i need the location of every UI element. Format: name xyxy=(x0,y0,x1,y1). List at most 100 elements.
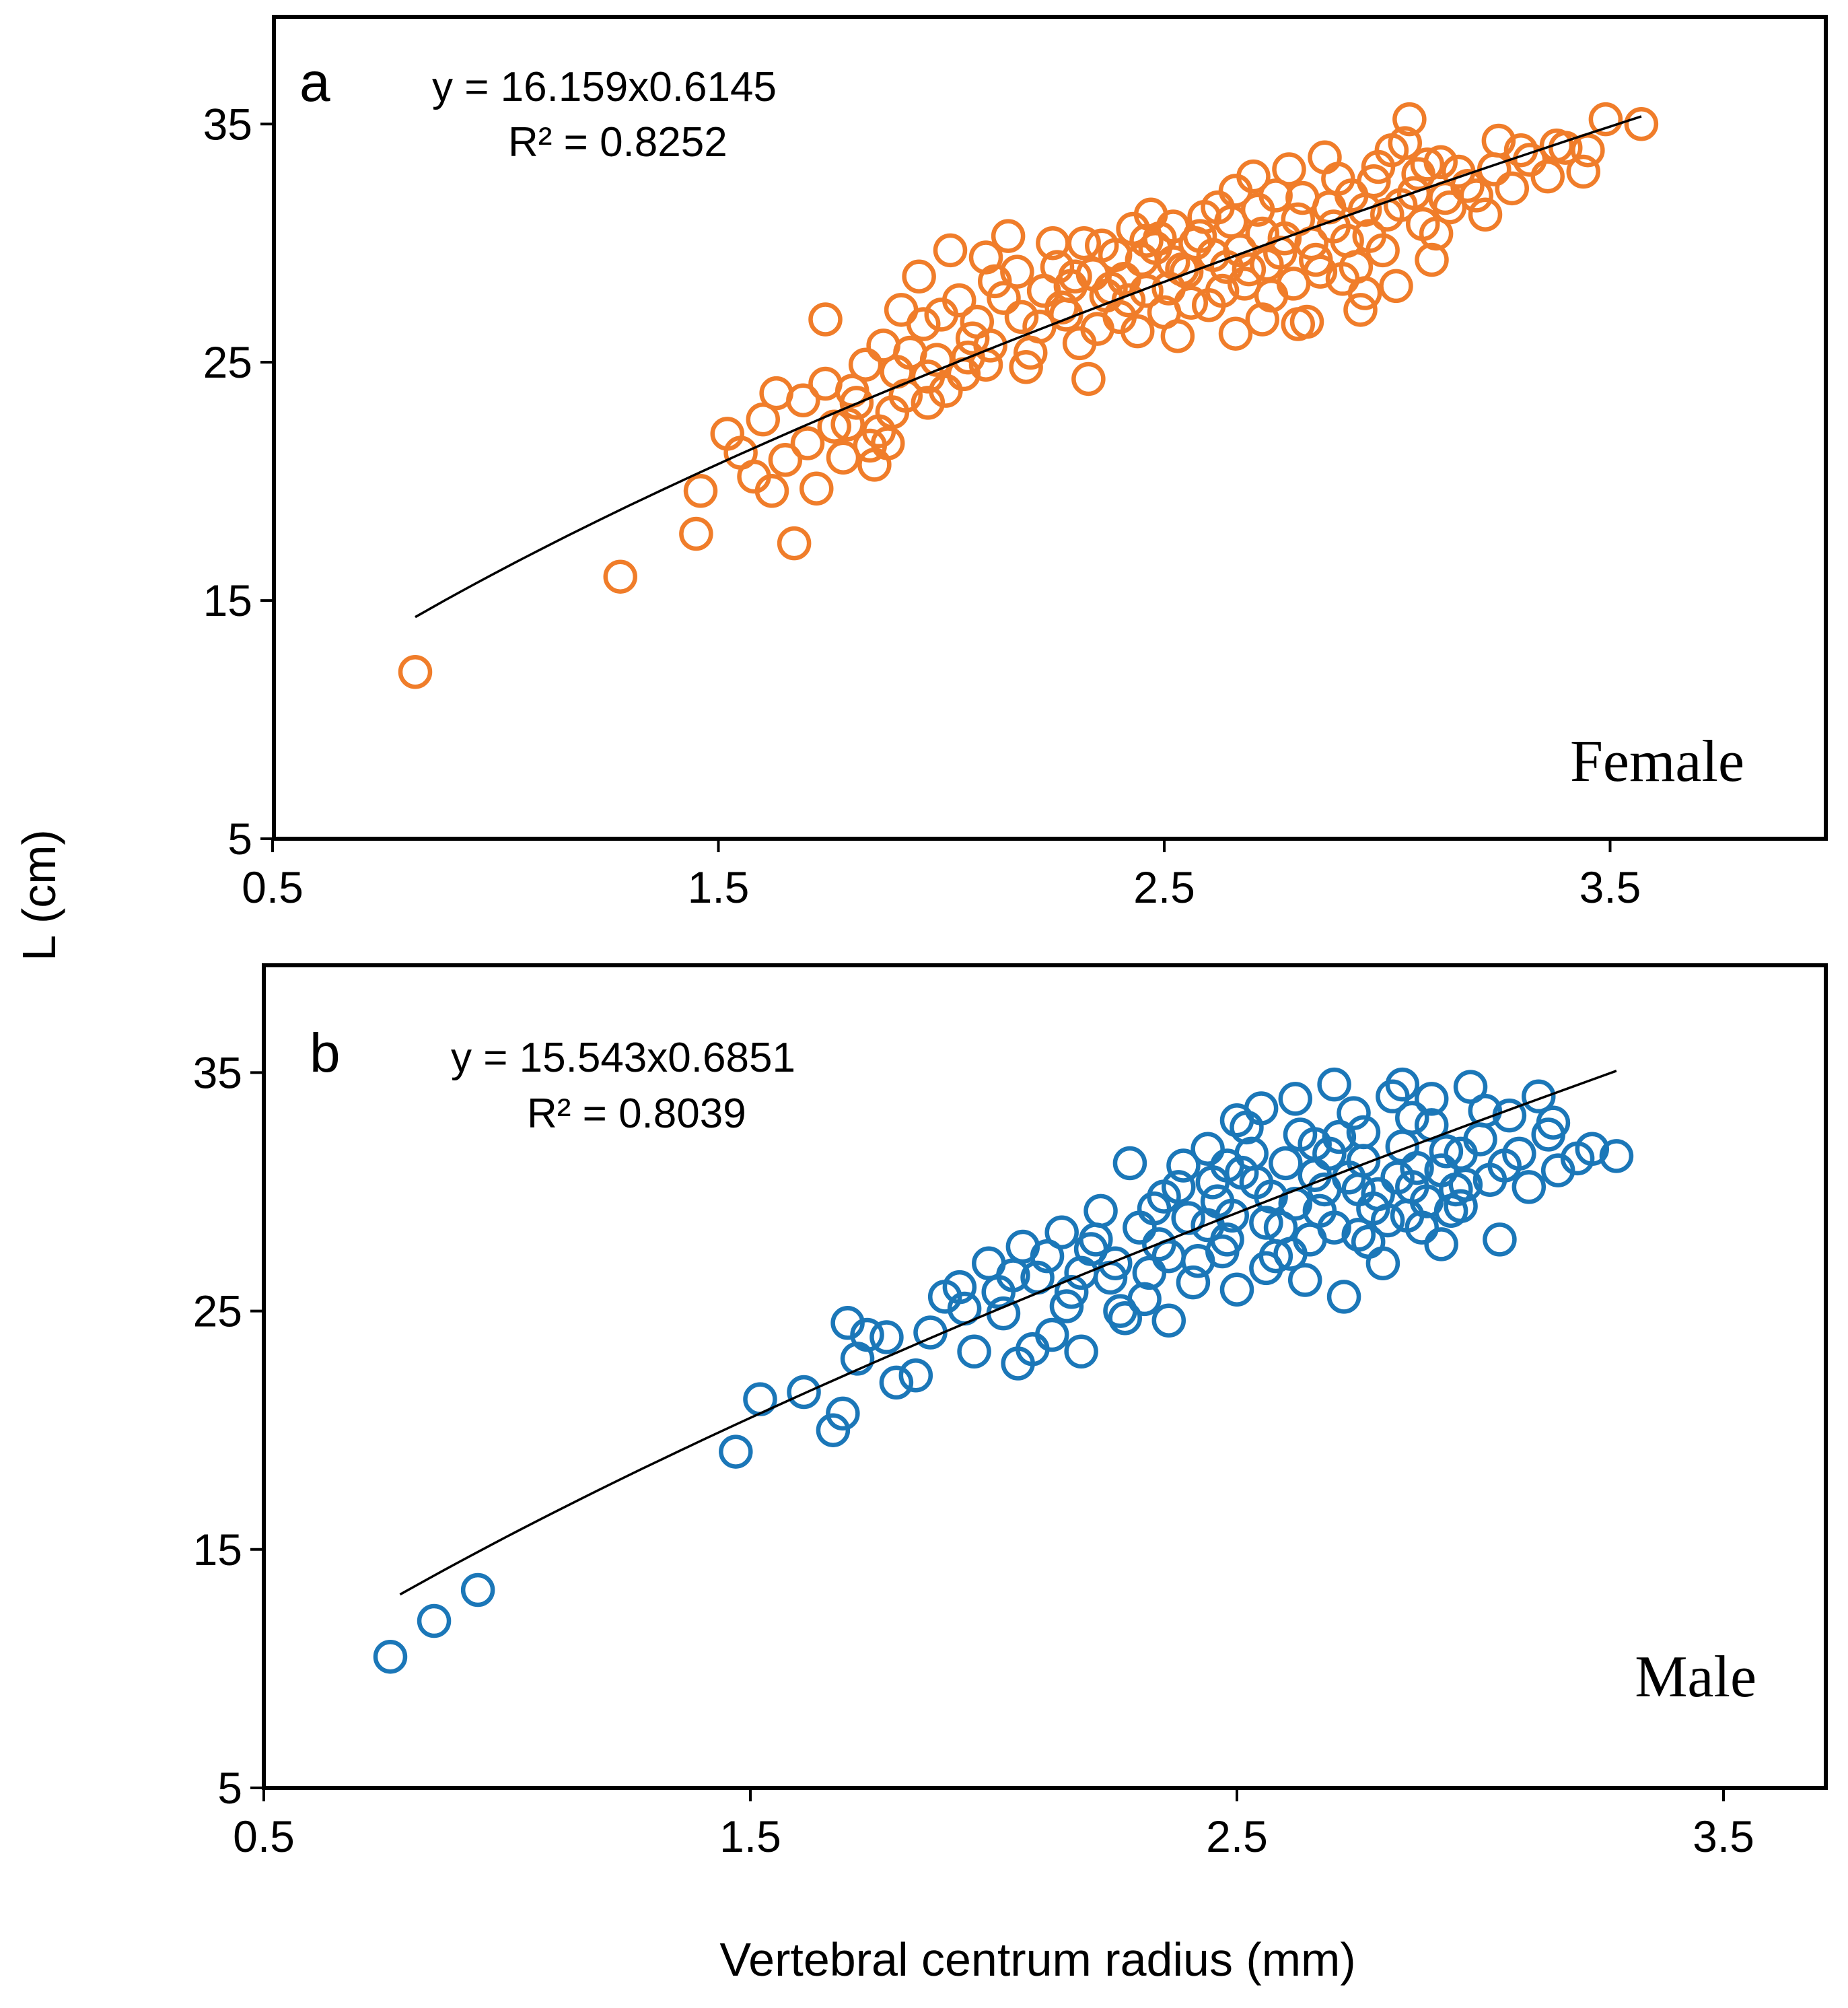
panel-a-data-point xyxy=(1129,273,1164,308)
panel-a-fit-line xyxy=(415,115,1642,619)
panel-b-data-point xyxy=(1151,1239,1186,1274)
panel-a-data-point xyxy=(1539,128,1574,163)
panel-a-data-point xyxy=(1187,200,1221,234)
panel-b-data-point xyxy=(1083,1193,1118,1228)
panel-b-data-point xyxy=(1064,1255,1098,1290)
panel-a-data-point xyxy=(1258,178,1293,213)
panel-b-data-point xyxy=(816,1413,851,1447)
panel-b-data-point xyxy=(826,1396,860,1431)
panel-a-data-point xyxy=(603,559,637,594)
panel-a-data-point xyxy=(1343,293,1378,327)
panel-b-data-point xyxy=(1166,1148,1201,1183)
panel-a-data-point xyxy=(853,428,887,463)
panel-a-x-tick-label: 2.5 xyxy=(1133,862,1195,912)
panel-b-x-ticks: 0.5 1.5 2.5 3.5 xyxy=(233,1788,1754,1861)
panel-a-data-point xyxy=(1232,252,1267,287)
panel-b-data-point xyxy=(1278,1082,1313,1116)
x-axis-label: Vertebral centrum radius (mm) xyxy=(719,1933,1355,1986)
panel-b-data-point xyxy=(1283,1117,1318,1152)
panel-b-data-point xyxy=(1190,1208,1225,1243)
panel-a-data-point xyxy=(1071,361,1106,396)
panel-a-data-point xyxy=(1365,233,1400,268)
panel-b-data-point xyxy=(1487,1148,1522,1183)
panel-a-data-point xyxy=(683,474,718,508)
panel-a-data-point xyxy=(1009,350,1043,384)
panel-a-equation: y = 16.159x0.6145 xyxy=(432,64,777,110)
panel-a-r-squared: R² = 0.8252 xyxy=(508,119,727,166)
panel-a-data-point xyxy=(1401,157,1435,191)
panel-a-data-point xyxy=(777,526,812,561)
panel-b-data-point xyxy=(1341,1172,1376,1207)
panel-a-x-ticks: 0.5 1.5 2.5 3.5 xyxy=(242,839,1641,912)
panel-b-data-point xyxy=(1536,1105,1571,1140)
panel-b-data-point xyxy=(1317,1067,1351,1102)
panel-a-data-point xyxy=(1218,316,1253,351)
panel-b-data-point xyxy=(1287,1263,1322,1297)
panel-b-data-point xyxy=(879,1365,914,1400)
panel-b-data-point xyxy=(1468,1093,1502,1128)
panel-b-data-point xyxy=(942,1270,977,1305)
panel-b-data-point xyxy=(1219,1103,1254,1138)
panel-b-data-point xyxy=(1079,1222,1113,1257)
y-axis-label: L (cm) xyxy=(13,829,65,961)
panel-b-data-point xyxy=(1599,1139,1634,1173)
panel-b-data-point xyxy=(1108,1301,1142,1336)
panel-a-data-point xyxy=(951,340,985,375)
panel-b-r-squared: R² = 0.8039 xyxy=(527,1090,746,1137)
panel-a-data-point xyxy=(1571,133,1605,168)
panel-b-x-tick-label: 3.5 xyxy=(1693,1811,1754,1861)
panel-a-points xyxy=(398,102,1659,689)
panel-a-data-point xyxy=(1174,285,1208,320)
panel-a-data-point xyxy=(1374,133,1409,168)
panel-b-points xyxy=(373,1067,1634,1674)
panel-a-data-point xyxy=(1272,152,1306,186)
panel-a-data-point xyxy=(1223,233,1257,268)
panel-a-data-point xyxy=(1383,188,1418,222)
panel-a-data-point xyxy=(857,448,892,482)
panel-a-data-point xyxy=(398,655,433,689)
panel-b-data-point xyxy=(869,1320,904,1354)
panel-a-data-point xyxy=(1218,174,1253,208)
panel-a-data-point xyxy=(1080,312,1114,346)
panel-a-data-point xyxy=(786,383,820,418)
panel-a-data-point xyxy=(848,347,883,382)
panel-b-data-point xyxy=(1322,1119,1357,1154)
panel-a-data-point xyxy=(679,516,713,551)
panel-a-data-point xyxy=(830,407,865,442)
panel-a-data-point xyxy=(1392,102,1427,137)
panel-a-data-point xyxy=(1321,162,1355,196)
panel-b-x-tick-label: 0.5 xyxy=(233,1811,295,1861)
panel-a-data-point xyxy=(1379,269,1413,304)
panel-b-data-point xyxy=(1249,1206,1283,1240)
panel-b-data-point xyxy=(1127,1282,1162,1317)
panel-b-data-point xyxy=(1385,1067,1420,1102)
panel-a-x-tick-label: 3.5 xyxy=(1579,862,1641,912)
panel-b-data-point xyxy=(1326,1280,1361,1314)
panel-a-data-point xyxy=(1468,197,1503,232)
panel-a-y-tick-label: 15 xyxy=(203,576,252,625)
panel-a-data-point xyxy=(924,298,958,332)
panel-b-data-point xyxy=(1453,1070,1488,1104)
panel-a-data-point xyxy=(1308,140,1342,175)
panel-b-data-point xyxy=(1522,1079,1556,1114)
panel-a-data-point xyxy=(1347,276,1382,310)
panel-a-data-point xyxy=(1121,314,1155,349)
panel-b-y-tick-label: 15 xyxy=(193,1525,242,1574)
panel-b-data-point xyxy=(1400,1150,1434,1185)
panel-a-data-point xyxy=(987,281,1021,315)
panel-a-data-point xyxy=(1205,273,1240,308)
panel-a-data-point xyxy=(1530,159,1565,194)
panel-b-data-point xyxy=(460,1572,495,1607)
panel-b-equation: y = 15.543x0.6851 xyxy=(451,1035,795,1081)
panel-b-data-point xyxy=(1414,1108,1449,1142)
panel-a-data-point xyxy=(1004,300,1039,335)
panel-b-data-point xyxy=(1365,1246,1400,1281)
panel-b-fit-line xyxy=(399,1070,1617,1596)
panel-b-data-point xyxy=(996,1258,1030,1292)
panel-a-data-point xyxy=(1250,247,1284,282)
panel-b-data-point xyxy=(1190,1132,1225,1166)
panel-b-data-point xyxy=(1341,1217,1376,1252)
panel-b-data-point xyxy=(1064,1334,1098,1369)
panel-a-data-point xyxy=(808,302,843,337)
